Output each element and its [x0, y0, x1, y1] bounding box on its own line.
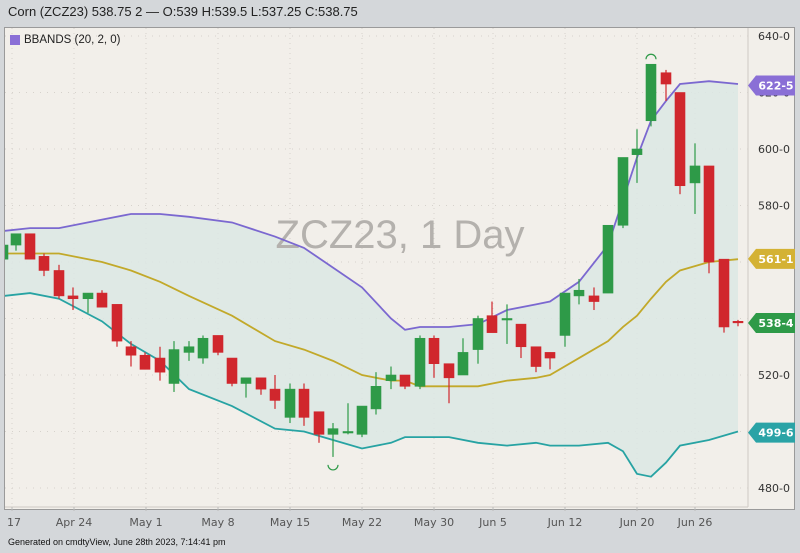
candle[interactable]	[356, 405, 368, 438]
candle[interactable]	[443, 363, 455, 404]
candle[interactable]	[718, 258, 730, 333]
y-axis-label: 520-0	[758, 369, 790, 382]
candle[interactable]	[674, 92, 686, 195]
price-tag-499-6: 499-6	[748, 422, 795, 443]
y-axis-label: 580-0	[758, 200, 790, 213]
candle[interactable]	[125, 341, 137, 367]
candle[interactable]	[544, 352, 556, 370]
candle[interactable]	[559, 292, 571, 347]
candle[interactable]	[342, 403, 354, 435]
candle[interactable]	[472, 315, 484, 364]
svg-text:561-1: 561-1	[758, 253, 793, 266]
x-axis-label: May 8	[201, 516, 234, 529]
svg-text:499-6: 499-6	[758, 427, 794, 440]
candle[interactable]	[53, 264, 65, 299]
chart-title-bar: Corn (ZCZ23) 538.75 2 — O:539 H:539.5 L:…	[8, 4, 358, 19]
candle[interactable]	[38, 253, 50, 277]
candle[interactable]	[530, 346, 542, 373]
x-axis-label: Apr 24	[56, 516, 93, 529]
candle[interactable]	[617, 157, 629, 229]
candle[interactable]	[385, 366, 397, 390]
candle[interactable]	[399, 374, 411, 390]
candle[interactable]	[82, 292, 94, 313]
candle[interactable]	[645, 63, 657, 127]
candle[interactable]	[212, 335, 224, 356]
x-axis-label: May 1	[129, 516, 162, 529]
candle[interactable]	[732, 319, 744, 327]
x-axis-label: Jun 26	[677, 516, 713, 529]
plot-area[interactable]: ZCZ23, 1 Day	[0, 28, 748, 507]
candle[interactable]	[689, 143, 701, 214]
candle[interactable]	[96, 290, 108, 308]
price-tag-622-5: 622-5	[748, 75, 795, 96]
candle[interactable]	[0, 242, 9, 267]
legend-label: BBANDS (20, 2, 0)	[24, 34, 121, 46]
y-axis-label: 600-0	[758, 143, 790, 156]
lower-band-line	[5, 292, 739, 478]
x-axis-label: May 30	[414, 516, 454, 529]
indicator-legend[interactable]: BBANDS (20, 2, 0)	[10, 34, 121, 46]
candle[interactable]	[183, 341, 195, 361]
candle[interactable]	[111, 304, 123, 347]
high-marker-icon	[645, 53, 657, 60]
candle[interactable]	[168, 341, 180, 392]
candle[interactable]	[10, 233, 22, 251]
candle[interactable]	[703, 165, 715, 274]
low-marker-icon	[327, 464, 339, 471]
candle[interactable]	[154, 346, 166, 381]
candle[interactable]	[139, 352, 151, 370]
candle[interactable]	[414, 335, 426, 390]
candle[interactable]	[255, 377, 267, 395]
candle[interactable]	[486, 301, 498, 333]
price-tag-538-4: 538-4	[748, 313, 795, 334]
candle[interactable]	[269, 375, 281, 409]
symbol-watermark: ZCZ23, 1 Day	[276, 213, 525, 257]
candle[interactable]	[313, 411, 325, 443]
candle[interactable]	[67, 287, 79, 311]
candle[interactable]	[370, 372, 382, 415]
candle[interactable]	[327, 423, 339, 457]
candle[interactable]	[602, 224, 614, 294]
legend-swatch-icon	[10, 35, 20, 45]
candle[interactable]	[660, 69, 672, 101]
x-axis-label: Jun 20	[619, 516, 655, 529]
svg-text:538-4: 538-4	[758, 317, 794, 330]
candle[interactable]	[226, 357, 238, 387]
x-axis-label: Jun 5	[478, 516, 507, 529]
candle[interactable]	[197, 335, 209, 364]
candle[interactable]	[457, 338, 469, 376]
candle[interactable]	[631, 129, 643, 183]
candle[interactable]	[588, 287, 600, 311]
generated-footer: Generated on cmdtyView, June 28th 2023, …	[8, 537, 226, 547]
svg-text:622-5: 622-5	[758, 79, 793, 92]
candle[interactable]	[515, 323, 527, 359]
x-axis-label: 17	[7, 516, 21, 529]
price-tag-561-1: 561-1	[748, 248, 795, 269]
bollinger-band-fill	[5, 81, 738, 477]
y-axis-label: 640-0	[758, 30, 790, 43]
upper-band-line	[5, 80, 739, 331]
candle[interactable]	[284, 383, 296, 424]
candle[interactable]	[573, 278, 585, 305]
candle[interactable]	[428, 335, 440, 378]
candle[interactable]	[501, 304, 513, 344]
x-axis-label: Jun 12	[547, 516, 583, 529]
y-axis-label: 480-0	[758, 482, 790, 495]
candle[interactable]	[298, 383, 310, 426]
candle[interactable]	[24, 233, 36, 260]
x-axis-label: May 22	[342, 516, 382, 529]
x-axis-label: May 15	[270, 516, 310, 529]
candle[interactable]	[240, 377, 252, 398]
